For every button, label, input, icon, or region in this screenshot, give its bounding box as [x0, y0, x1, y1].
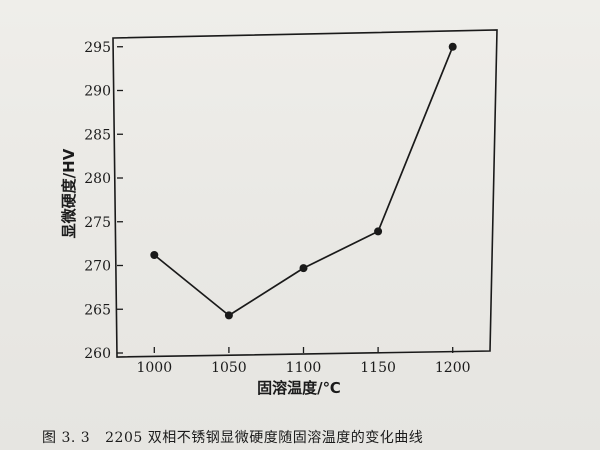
x-tick-label-1000: 1000: [136, 360, 172, 376]
figure-caption-text: 2205 双相不锈钢显微硬度随固溶温度的变化曲线: [105, 430, 424, 446]
y-tick-label-265: 265: [84, 302, 111, 318]
x-axis-title: 固溶温度/℃: [257, 379, 341, 397]
series-line-0: [153, 46, 454, 317]
data-point-1050: [224, 311, 233, 320]
x-tick-label-1150: 1150: [360, 360, 396, 376]
x-tick-label-1200: 1200: [435, 360, 471, 376]
figure-number: 图 3. 3: [42, 430, 91, 446]
figure-caption: 图 3. 3 2205 双相不锈钢显微硬度随固溶温度的变化曲线: [42, 427, 582, 447]
y-tick-label-295: 295: [84, 40, 111, 56]
y-tick-label-260: 260: [84, 346, 111, 362]
y-axis-title: 显微硬度/HV: [60, 148, 78, 238]
y-tick-label-280: 280: [84, 171, 111, 187]
data-point-1100: [299, 264, 308, 273]
y-tick-label-275: 275: [84, 215, 111, 231]
plot-frame: [112, 29, 498, 358]
x-tick-label-1100: 1100: [286, 360, 322, 376]
y-tick-label-285: 285: [84, 127, 111, 143]
x-tick-label-1050: 1050: [211, 360, 247, 376]
data-point-1200: [448, 42, 457, 51]
y-tick-label-270: 270: [84, 259, 111, 275]
y-tick-label-290: 290: [84, 84, 111, 100]
data-point-1000: [150, 251, 159, 259]
hardness-vs-temperature-chart: 260 265 270 275 280 285 290 295 1000 1050 1100 1150…: [60, 29, 498, 397]
data-point-1150: [374, 227, 383, 236]
